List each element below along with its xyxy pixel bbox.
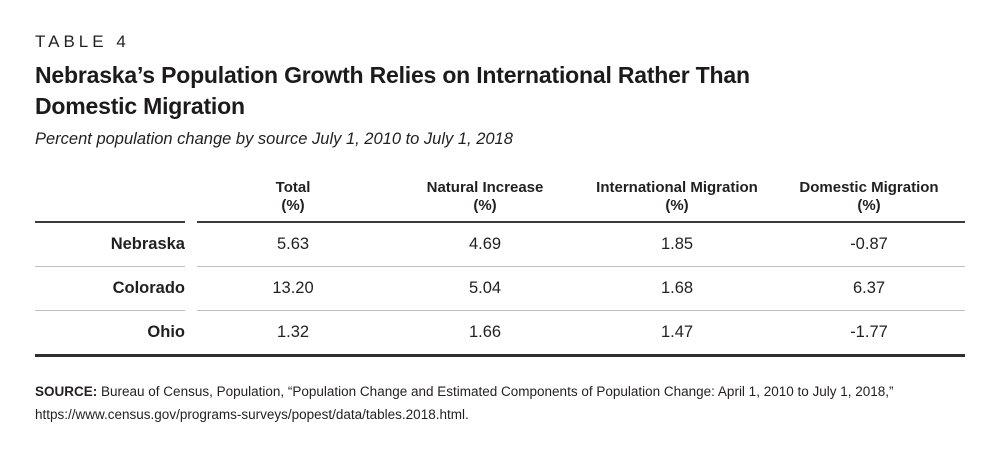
source-label: SOURCE: — [35, 384, 98, 399]
table-number-label: TABLE 4 — [35, 32, 130, 51]
header-cell-line1: Natural Increase — [426, 179, 544, 196]
table-figure: TABLE 4 Nebraska’s Population Growth Rel… — [35, 0, 965, 426]
row-label: Ohio — [147, 323, 185, 341]
header-cell-natural-increase: Natural Increase (%) — [389, 179, 581, 221]
table-title-line2: Domestic Migration — [35, 93, 245, 119]
table-row-ohio: Ohio 1.32 1.66 1.47 -1.77 — [35, 311, 965, 354]
table-row-nebraska: Nebraska 5.63 4.69 1.85 -0.87 — [35, 223, 965, 266]
row-label: Colorado — [112, 279, 185, 297]
header-cell-line1: International Migration — [596, 179, 758, 196]
header-cell-line2: (%) — [473, 197, 497, 214]
header-rule-data-segment — [197, 221, 965, 223]
cell-value: 1.47 — [660, 323, 694, 341]
source-url: https://www.census.gov/programs-surveys/… — [35, 407, 469, 422]
cell-value: 6.37 — [852, 279, 886, 297]
cell-value: -1.77 — [850, 323, 888, 341]
row-divider-stub-segment — [35, 310, 185, 311]
header-cell-domestic-migration: Domestic Migration (%) — [773, 179, 965, 221]
header-rule — [35, 221, 965, 223]
table-bottom-rule — [35, 354, 965, 357]
table-row-colorado: Colorado 13.20 5.04 1.68 6.37 — [35, 267, 965, 310]
header-cell-line1: Domestic Migration — [799, 179, 939, 196]
row-divider — [35, 266, 965, 267]
cell-value: 5.63 — [276, 235, 310, 253]
cell-value: 1.66 — [468, 323, 502, 341]
cell-value: 1.32 — [276, 323, 310, 341]
source-line1: SOURCE: Bureau of Census, Population, “P… — [35, 380, 965, 403]
header-cell-line2: (%) — [857, 197, 881, 214]
header-cell-line2: (%) — [665, 197, 689, 214]
row-label: Nebraska — [110, 235, 185, 253]
table-subtitle: Percent population change by source July… — [35, 130, 513, 148]
cell-value: 13.20 — [272, 279, 314, 297]
row-divider — [35, 310, 965, 311]
header-cell-line2: (%) — [281, 197, 305, 214]
header-cell-total: Total (%) — [197, 179, 389, 221]
table-header-row: Total (%) Natural Increase (%) Internati… — [35, 179, 965, 221]
row-divider-stub-segment — [35, 266, 185, 267]
row-divider-data-segment — [197, 266, 965, 267]
header-rule-stub-segment — [35, 221, 185, 223]
cell-value: 1.85 — [660, 235, 694, 253]
source-note: SOURCE: Bureau of Census, Population, “P… — [35, 380, 965, 426]
cell-value: -0.87 — [850, 235, 888, 253]
table-title: Nebraska’s Population Growth Relies on I… — [35, 60, 965, 122]
header-cell-line1: Total — [275, 179, 311, 196]
cell-value: 4.69 — [468, 235, 502, 253]
header-cell-international-migration: International Migration (%) — [581, 179, 773, 221]
cell-value: 5.04 — [468, 279, 502, 297]
table-title-line1: Nebraska’s Population Growth Relies on I… — [35, 62, 750, 88]
cell-value: 1.68 — [660, 279, 694, 297]
source-text: Bureau of Census, Population, “Populatio… — [97, 384, 894, 399]
row-divider-data-segment — [197, 310, 965, 311]
